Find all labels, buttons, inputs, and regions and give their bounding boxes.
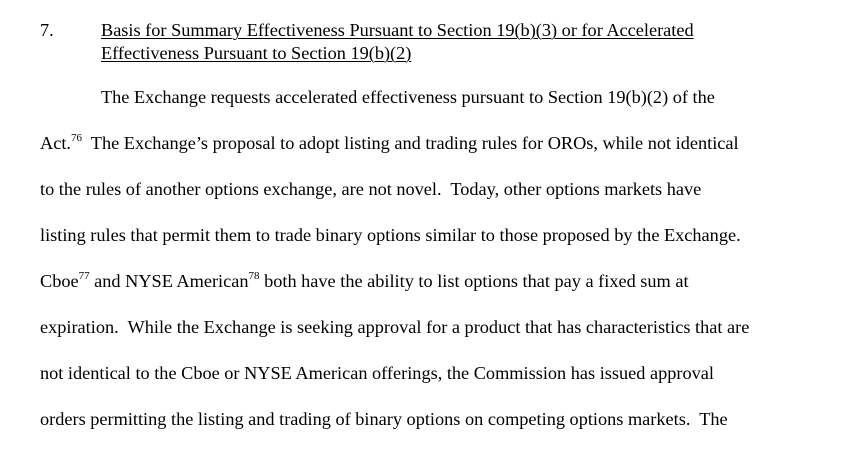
- section-number: 7.: [40, 20, 54, 40]
- body-line: The Exchange requests accelerated effect…: [101, 87, 715, 107]
- body-line: listing rules that permit them to trade …: [40, 225, 741, 245]
- footnote-ref-76[interactable]: 76: [70, 132, 82, 144]
- body-text: both have the ability to list options th…: [259, 271, 689, 291]
- body-line: to the rules of another options exchange…: [40, 179, 702, 199]
- body-text: Act.: [40, 133, 71, 153]
- body-line: expiration. While the Exchange is seekin…: [40, 317, 750, 337]
- section-heading-line-1: Basis for Summary Effectiveness Pursuant…: [101, 20, 694, 40]
- body-text: Cboe: [40, 271, 79, 291]
- section-heading-line-2: Effectiveness Pursuant to Section 19(b)(…: [101, 43, 412, 63]
- body-text: The Exchange’s proposal to adopt listing…: [81, 133, 739, 153]
- body-line: Cboe77 and NYSE American78 both have the…: [40, 270, 689, 292]
- body-line: orders permitting the listing and tradin…: [40, 409, 728, 429]
- body-text: and NYSE American: [89, 271, 249, 291]
- footnote-ref-78[interactable]: 78: [248, 270, 260, 282]
- footnote-ref-77[interactable]: 77: [78, 270, 90, 282]
- body-line: Act.76 The Exchange’s proposal to adopt …: [40, 132, 739, 154]
- body-line: not identical to the Cboe or NYSE Americ…: [40, 363, 714, 383]
